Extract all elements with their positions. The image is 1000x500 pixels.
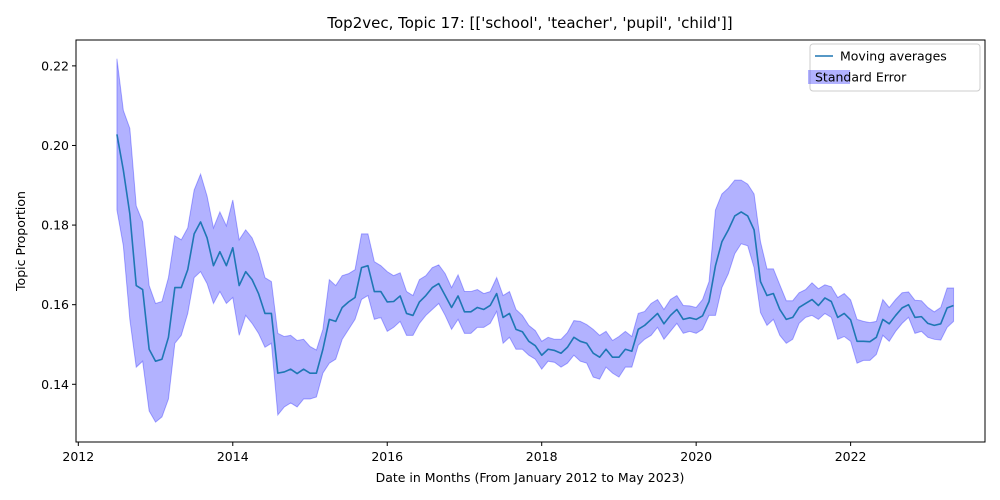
legend-label-moving-averages: Moving averages <box>840 49 947 64</box>
moving-average-line <box>116 134 954 375</box>
legend-box <box>809 43 981 92</box>
standard-error-band <box>116 58 955 423</box>
x-tick-label: 2022 <box>835 449 867 464</box>
y-axis-ticks: 0.14 0.16 0.18 0.20 0.22 <box>41 58 76 392</box>
x-tick-label: 2016 <box>371 449 403 464</box>
legend-label-standard-error: Standard Error <box>815 70 907 85</box>
y-tick-label: 0.14 <box>41 377 69 392</box>
x-tick-label: 2018 <box>526 449 558 464</box>
chart-title: Top2vec, Topic 17: [['school', 'teacher'… <box>326 14 732 32</box>
y-tick-label: 0.16 <box>41 297 69 312</box>
x-tick-label: 2014 <box>217 449 249 464</box>
y-tick-label: 0.22 <box>41 58 69 73</box>
x-axis-ticks: 2012 2014 2016 2018 2020 2022 <box>62 442 867 464</box>
x-tick-label: 2020 <box>680 449 712 464</box>
moving-average-line-layer <box>116 134 954 375</box>
y-tick-label: 0.20 <box>41 138 69 153</box>
legend-band-swatch <box>808 70 850 84</box>
y-tick-label: 0.18 <box>41 218 69 233</box>
axes-frame <box>75 39 986 443</box>
x-tick-label: 2012 <box>62 449 94 464</box>
standard-error-band-layer <box>116 58 955 423</box>
y-axis-label: Topic Proportion <box>13 191 28 292</box>
plot-area <box>116 58 955 423</box>
legend: Moving averages Standard Error <box>808 43 981 92</box>
x-axis-label: Date in Months (From January 2012 to May… <box>376 470 685 485</box>
